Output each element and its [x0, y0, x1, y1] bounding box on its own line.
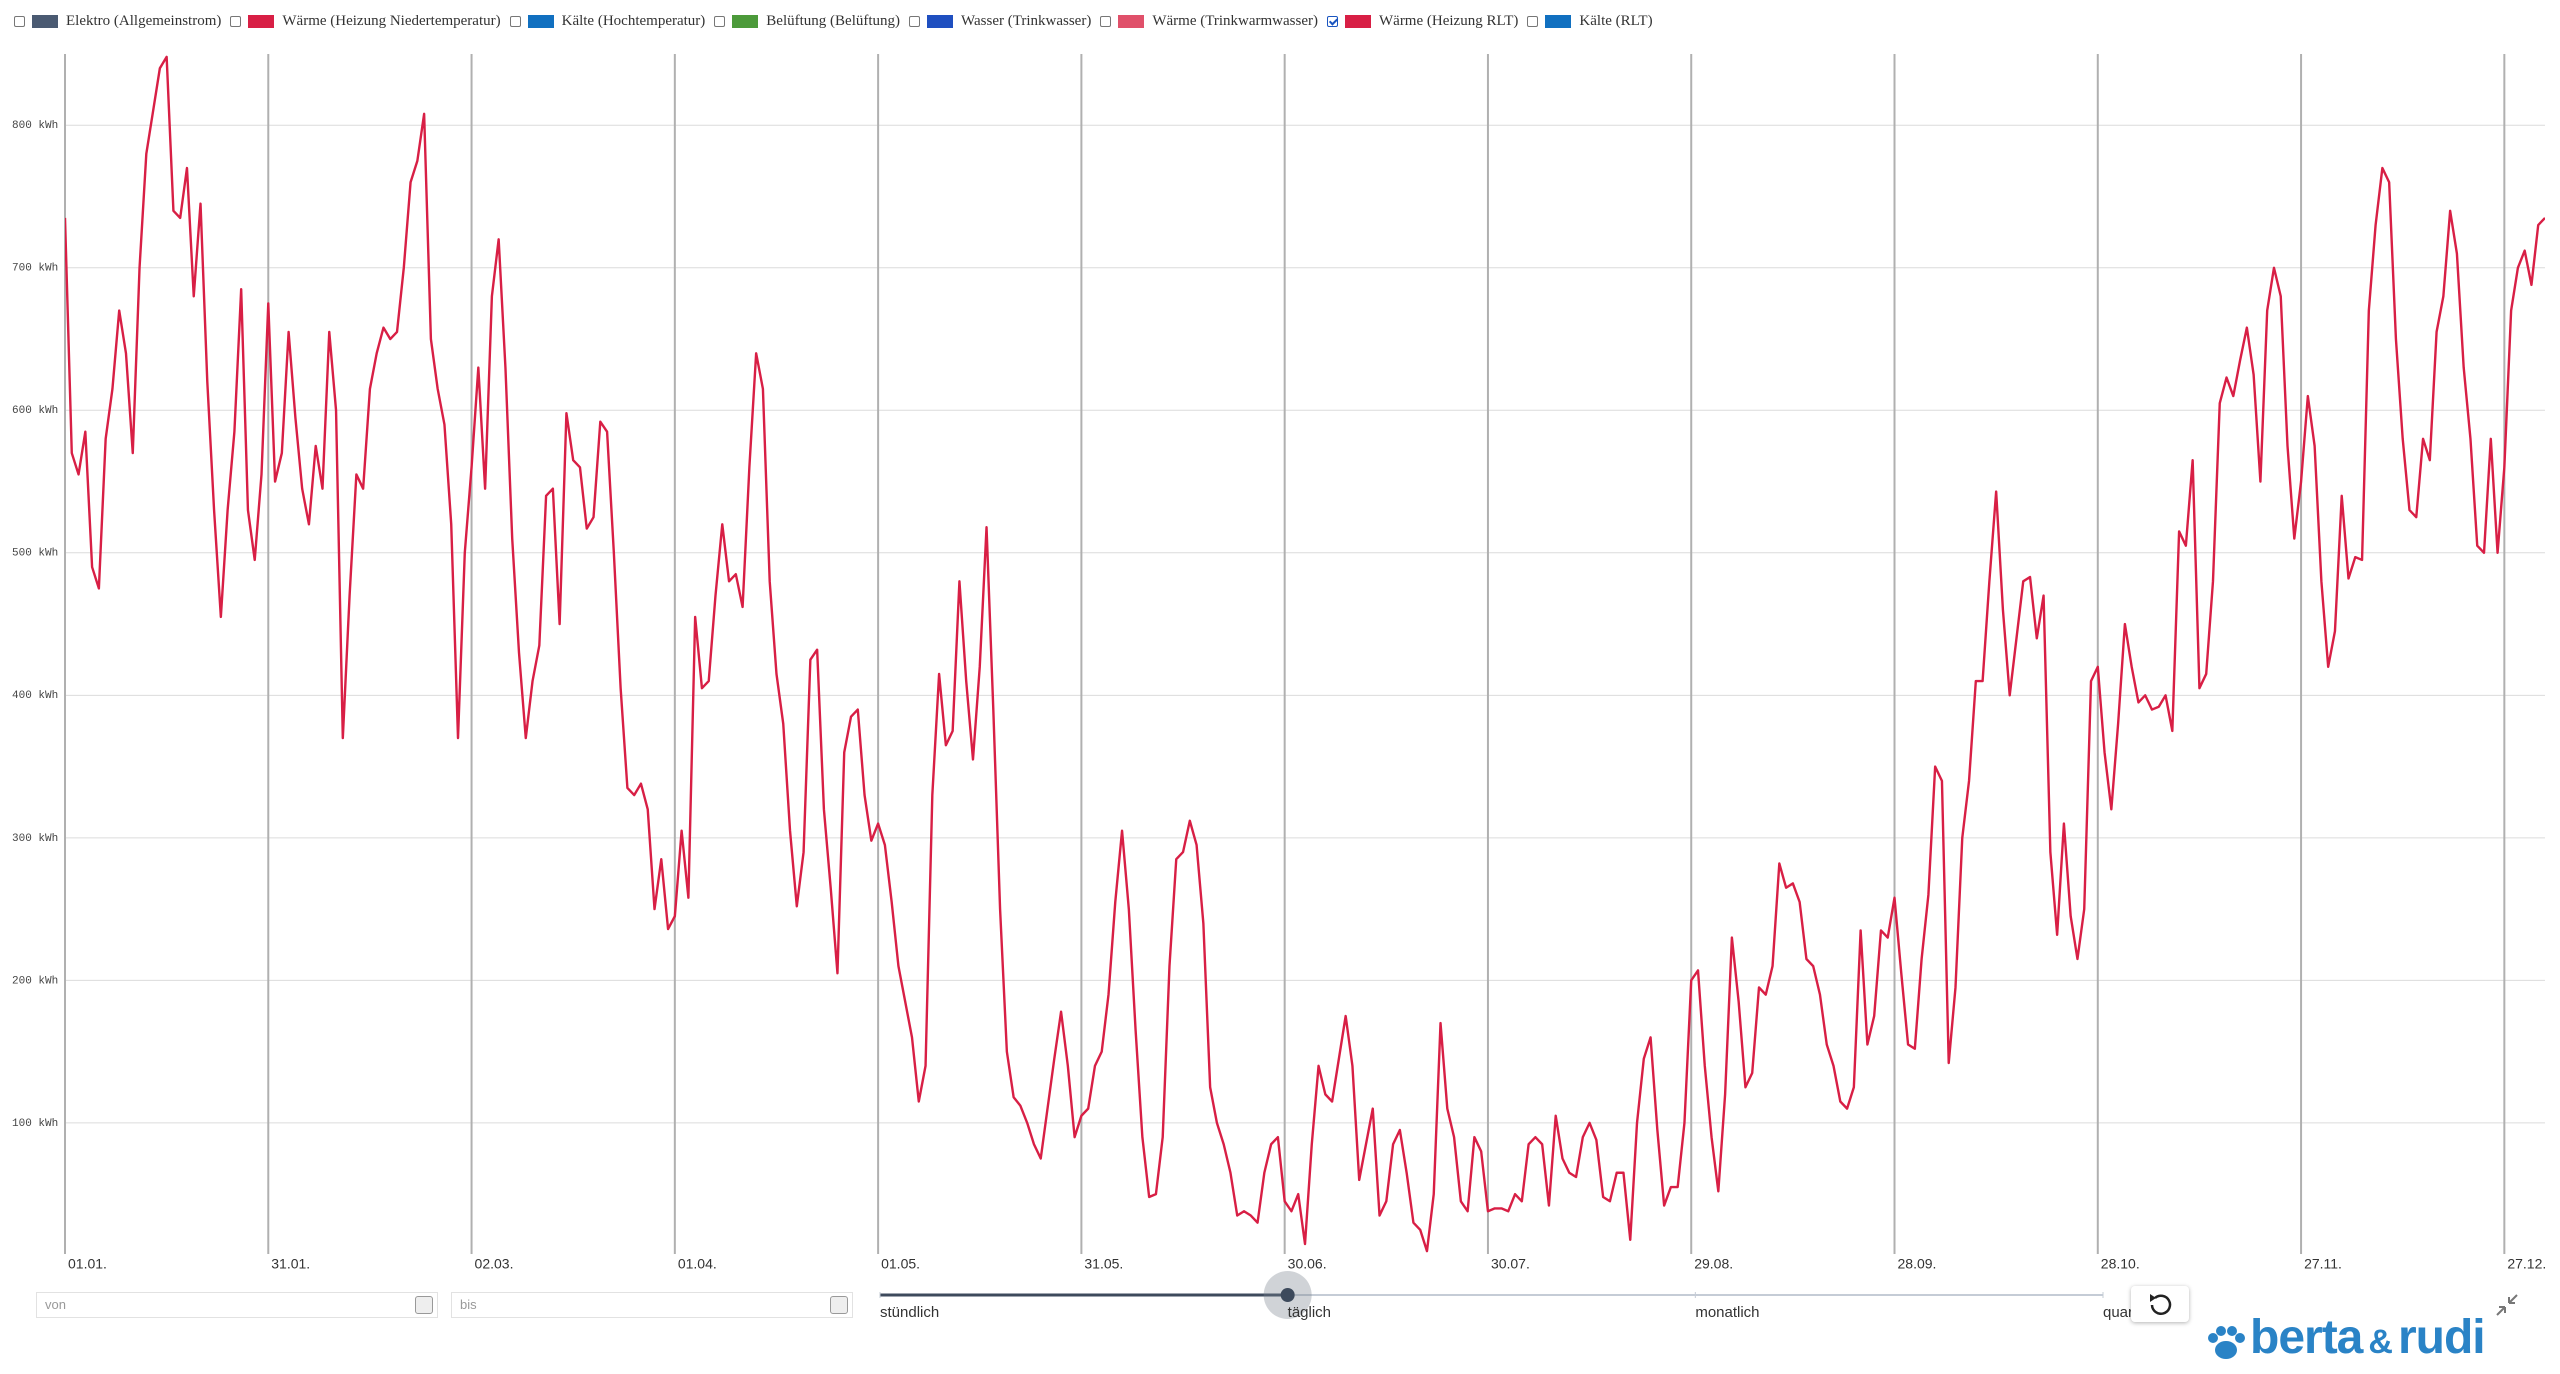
legend-swatch	[1118, 14, 1145, 28]
x-tick-label: 27.12.	[2507, 1255, 2546, 1271]
legend-item[interactable]: Wärme (Trinkwarmwasser)	[1100, 13, 1318, 30]
y-tick-label: 700 kWh	[12, 263, 58, 275]
x-tick-label: 01.04.	[678, 1255, 717, 1271]
x-tick-label: 31.01.	[271, 1255, 310, 1271]
from-input[interactable]: von	[36, 1292, 438, 1318]
legend-label: Elektro (Allgemeinstrom)	[66, 12, 222, 29]
x-tick-label: 31.05.	[1084, 1255, 1123, 1271]
resolution-option[interactable]: monatlich	[1695, 1304, 1760, 1321]
y-tick-label: 100 kWh	[12, 1118, 58, 1130]
resolution-option[interactable]: stündlich	[880, 1304, 940, 1321]
logo-word: rudi	[2397, 1311, 2486, 1364]
y-tick-label: 300 kWh	[12, 833, 58, 845]
from-placeholder: von	[45, 1297, 66, 1312]
checkbox[interactable]	[909, 15, 921, 27]
reset-button[interactable]	[2131, 1286, 2189, 1322]
legend-item[interactable]: Kälte (Hochtemperatur)	[509, 12, 706, 30]
slider-knob[interactable]	[1263, 1271, 1312, 1319]
x-tick-label: 30.06.	[1288, 1255, 1327, 1271]
legend-label: Kälte (Hochtemperatur)	[561, 12, 706, 29]
legend-item[interactable]: Wasser (Trinkwasser)	[909, 13, 1091, 30]
checkbox[interactable]	[14, 15, 25, 27]
logo-amp: &	[2368, 1323, 2393, 1361]
to-input[interactable]: bis	[451, 1292, 853, 1318]
checkbox[interactable]	[230, 15, 242, 27]
x-tick-label: 02.03.	[475, 1255, 514, 1271]
legend-swatch	[32, 14, 58, 28]
logo-word: berta	[2250, 1311, 2363, 1364]
to-placeholder: bis	[460, 1297, 477, 1312]
checkbox[interactable]	[509, 15, 521, 27]
knob	[1280, 1288, 1295, 1302]
legend-label: Wärme (Heizung Niedertemperatur)	[282, 12, 501, 29]
checkbox[interactable]	[1527, 15, 1539, 27]
x-tick-label: 28.09.	[1898, 1255, 1937, 1271]
legend-item[interactable]: Kälte (RLT)	[1527, 12, 1653, 30]
legend-swatch	[927, 14, 954, 28]
legend-swatch	[527, 14, 554, 28]
legend-item[interactable]: Elektro (Allgemeinstrom)	[14, 13, 221, 30]
reset-icon	[2150, 1294, 2172, 1315]
legend-label: Wärme (Trinkwarmwasser)	[1152, 12, 1318, 29]
calendar-icon[interactable]	[415, 1296, 433, 1314]
x-tick-label: 01.01.	[68, 1255, 107, 1271]
legend-label: Wasser (Trinkwasser)	[961, 12, 1092, 29]
legend-swatch	[248, 14, 275, 28]
legend-swatch	[1345, 14, 1371, 28]
legend: Elektro (Allgemeinstrom) Wärme (Heizung N…	[14, 10, 1662, 32]
x-tick-label: 30.07.	[1491, 1255, 1530, 1271]
x-tick-label: 27.11.	[2304, 1255, 2342, 1271]
y-tick-label: 600 kWh	[12, 405, 58, 417]
y-tick-label: 500 kWh	[12, 548, 58, 560]
resolution-option[interactable]: täglich	[1287, 1304, 1332, 1321]
legend-item[interactable]: Belüftung (Belüftung)	[714, 13, 900, 30]
checkbox[interactable]	[714, 15, 726, 27]
y-tick-label: 400 kWh	[12, 690, 58, 702]
data-line	[65, 55, 2545, 1253]
logo: berta & rudi	[2208, 1310, 2486, 1365]
y-tick-label: 200 kWh	[12, 975, 58, 987]
legend-label: Kälte (RLT)	[1579, 12, 1653, 29]
checkbox[interactable]	[1327, 15, 1338, 27]
resolution-option[interactable]: quar	[2103, 1304, 2134, 1321]
x-tick-label: 01.05.	[881, 1255, 920, 1271]
logo-paw	[2208, 1326, 2245, 1359]
legend-swatch	[732, 14, 759, 28]
checkbox[interactable]	[1100, 15, 1112, 27]
legend-item[interactable]: Wärme (Heizung RLT)	[1327, 13, 1518, 30]
collapse-icon[interactable]	[2494, 1292, 2520, 1318]
legend-label: Belüftung (Belüftung)	[766, 12, 901, 29]
legend-swatch	[1545, 14, 1572, 28]
y-tick-label: 800 kWh	[12, 120, 58, 132]
x-tick-label: 29.08.	[1694, 1255, 1733, 1271]
calendar-icon[interactable]	[830, 1296, 848, 1314]
legend-item[interactable]: Wärme (Heizung Niedertemperatur)	[230, 12, 501, 30]
legend-label: Wärme (Heizung RLT)	[1379, 12, 1519, 29]
x-tick-label: 28.10.	[2101, 1255, 2140, 1271]
